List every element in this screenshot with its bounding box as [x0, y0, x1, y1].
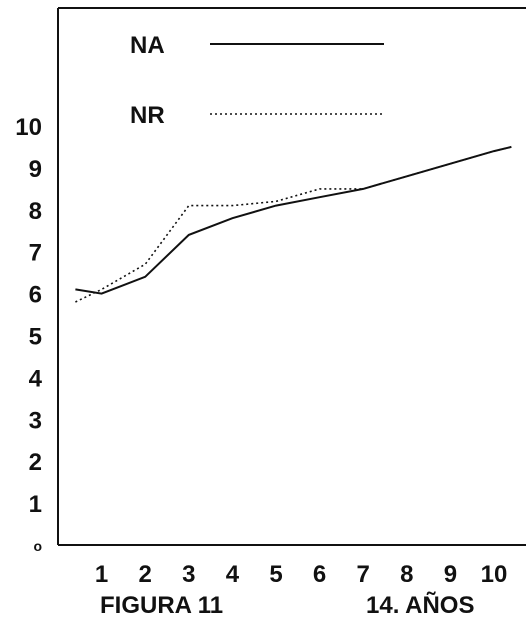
y-tick-label: 9 — [29, 156, 42, 183]
y-tick-label: o — [33, 538, 42, 554]
y-tick-label: 6 — [29, 282, 42, 309]
x-tick-label: 9 — [444, 561, 457, 588]
x-tick-labels: 1 2 3 4 5 6 7 8 9 10 — [95, 561, 507, 588]
x-tick-label: 7 — [357, 561, 370, 588]
x-tick-label: 6 — [313, 561, 326, 588]
y-tick-label: 5 — [29, 324, 42, 351]
x-tick-label: 1 — [95, 561, 108, 588]
y-tick-label: 3 — [29, 407, 42, 434]
captions: FIGURA 11 14. AÑOS — [100, 591, 474, 619]
legend-label-na: NA — [130, 32, 165, 59]
y-tick-label: 2 — [29, 449, 42, 476]
legend: NA NR — [130, 32, 384, 129]
caption-units: 14. AÑOS — [366, 591, 474, 619]
caption-figure: FIGURA 11 — [100, 592, 223, 619]
series-line-na — [75, 145, 512, 295]
y-tick-label: 7 — [29, 240, 42, 267]
y-tick-label: 8 — [29, 198, 42, 225]
series-lines — [75, 145, 512, 303]
y-tick-label: 1 — [29, 491, 42, 518]
series-line-nr — [75, 146, 512, 303]
x-tick-label: 4 — [226, 561, 240, 588]
x-tick-label: 3 — [182, 561, 195, 588]
y-tick-label: 10 — [15, 114, 42, 141]
x-tick-label: 5 — [269, 561, 282, 588]
y-tick-label: 4 — [29, 365, 43, 392]
x-tick-label: 2 — [139, 561, 152, 588]
y-tick-labels: o 1 2 3 4 5 6 7 8 9 10 — [15, 114, 42, 554]
legend-label-nr: NR — [130, 102, 165, 129]
x-tick-label: 10 — [481, 561, 508, 588]
plot-frame — [57, 7, 526, 546]
x-tick-label: 8 — [400, 561, 413, 588]
